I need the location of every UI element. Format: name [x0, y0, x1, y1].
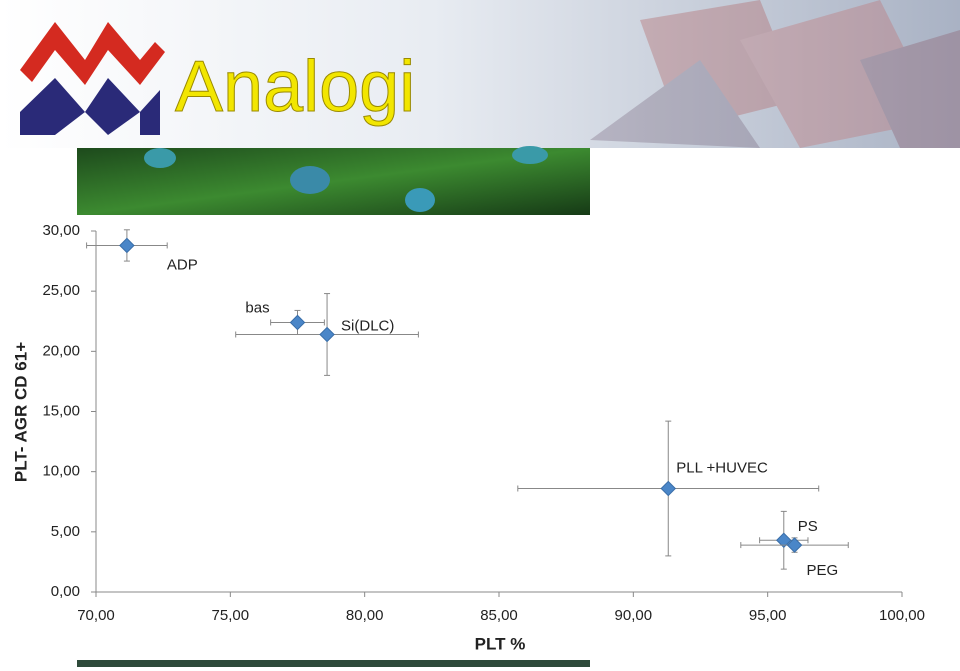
data-point — [786, 537, 803, 553]
data-point — [660, 480, 677, 497]
x-tick-label: 75,00 — [212, 607, 250, 624]
cell-image-strip — [77, 660, 590, 667]
x-tick-label: 85,00 — [480, 607, 518, 624]
y-tick-label: 30,00 — [42, 222, 80, 239]
data-point — [776, 532, 792, 549]
point-label: PLL +HUVEC — [676, 459, 768, 476]
x-tick-label: 70,00 — [77, 607, 115, 624]
y-tick-label: 5,00 — [51, 523, 80, 540]
point-label: PS — [798, 518, 818, 535]
header-decor — [590, 0, 960, 148]
y-tick-label: 10,00 — [42, 463, 80, 480]
point-label: PEG — [807, 562, 839, 579]
slide-title: Analogi — [175, 47, 415, 127]
x-tick-label: 95,00 — [749, 607, 787, 624]
data-point — [289, 314, 306, 331]
data-point — [319, 326, 335, 343]
y-tick-label: 25,00 — [42, 282, 80, 299]
point-label: ADP — [167, 256, 198, 273]
point-label: Si(DLC) — [341, 317, 394, 334]
y-tick-label: 0,00 — [51, 583, 80, 600]
y-tick-label: 20,00 — [42, 342, 80, 359]
data-point — [119, 237, 135, 254]
point-label: bas — [245, 299, 269, 316]
cell-image — [77, 146, 590, 215]
y-tick-label: 15,00 — [42, 402, 80, 419]
x-tick-label: 90,00 — [615, 607, 653, 624]
x-axis-label: PLT % — [475, 634, 526, 653]
y-axis-label: PLT- AGR CD 61+ — [11, 342, 30, 482]
x-tick-label: 80,00 — [346, 607, 384, 624]
x-tick-label: 100,00 — [879, 607, 925, 624]
logo — [20, 22, 165, 135]
